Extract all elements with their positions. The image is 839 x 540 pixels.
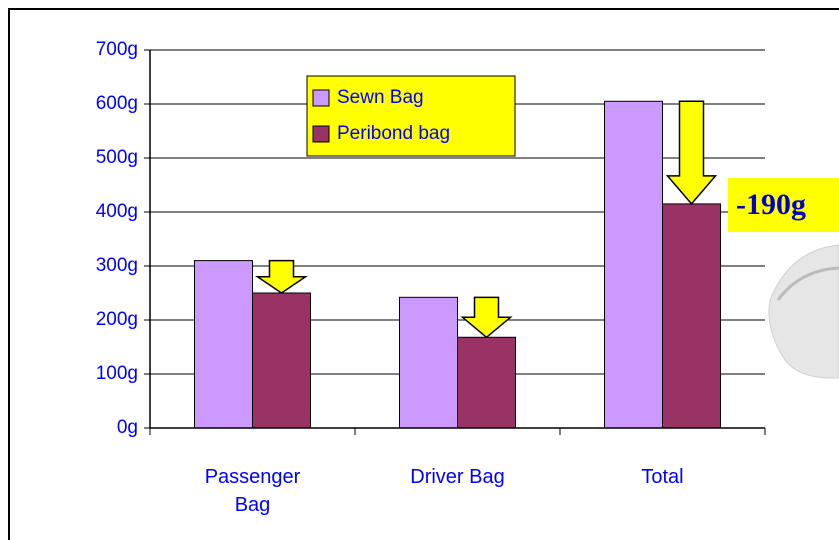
arrow — [258, 261, 306, 293]
bar — [605, 101, 663, 428]
slide: 0g 100g 200g 300g 400g 500g 600g 700g Sewn Bag Pe… — [0, 0, 839, 540]
x-tick-label: Passenger Bag — [188, 463, 318, 519]
legend-swatch — [313, 126, 329, 142]
bar — [253, 293, 311, 428]
arrow — [668, 101, 716, 204]
y-tick-label: 0g — [117, 417, 138, 438]
y-tick-label: 500g — [96, 147, 138, 168]
y-tick-label: 200g — [96, 309, 138, 330]
x-tick-label: Driver Bag — [393, 463, 523, 491]
bar — [663, 204, 721, 428]
chart: 0g 100g 200g 300g 400g 500g 600g 700g Sewn Bag Pe… — [0, 0, 839, 540]
bar — [458, 337, 516, 428]
y-tick-label: 400g — [96, 201, 138, 222]
legend-label: Sewn Bag — [337, 87, 424, 108]
bar — [400, 297, 458, 428]
y-tick-label: 700g — [96, 39, 138, 60]
y-tick-label: 300g — [96, 255, 138, 276]
annotation: -190g — [728, 178, 839, 232]
bag-photo — [769, 245, 839, 378]
y-tick-label: 600g — [96, 93, 138, 114]
x-tick-label: Total — [598, 463, 728, 491]
legend-label: Peribond bag — [337, 123, 450, 144]
y-tick-label: 100g — [96, 363, 138, 384]
bar — [195, 261, 253, 428]
arrow — [463, 297, 511, 337]
legend-swatch — [313, 90, 329, 106]
